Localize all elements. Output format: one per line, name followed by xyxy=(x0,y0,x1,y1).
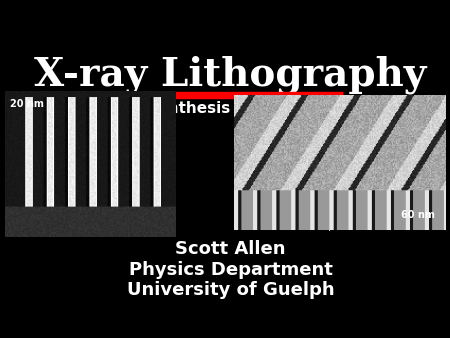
Text: University of Guelph: University of Guelph xyxy=(127,282,334,299)
Text: Physics Department: Physics Department xyxy=(129,261,333,279)
Text: X-ray Lithography: X-ray Lithography xyxy=(35,55,427,94)
Bar xyxy=(119,92,342,98)
Text: 20 nm: 20 nm xyxy=(9,99,44,108)
Text: Chen et al., Electrophoresis, 2001.: Chen et al., Electrophoresis, 2001. xyxy=(243,222,399,231)
Text: physical synthesis of nanostructures: physical synthesis of nanostructures xyxy=(72,101,389,116)
Text: Scott Allen: Scott Allen xyxy=(176,240,286,258)
Text: 60 nm: 60 nm xyxy=(401,210,435,220)
